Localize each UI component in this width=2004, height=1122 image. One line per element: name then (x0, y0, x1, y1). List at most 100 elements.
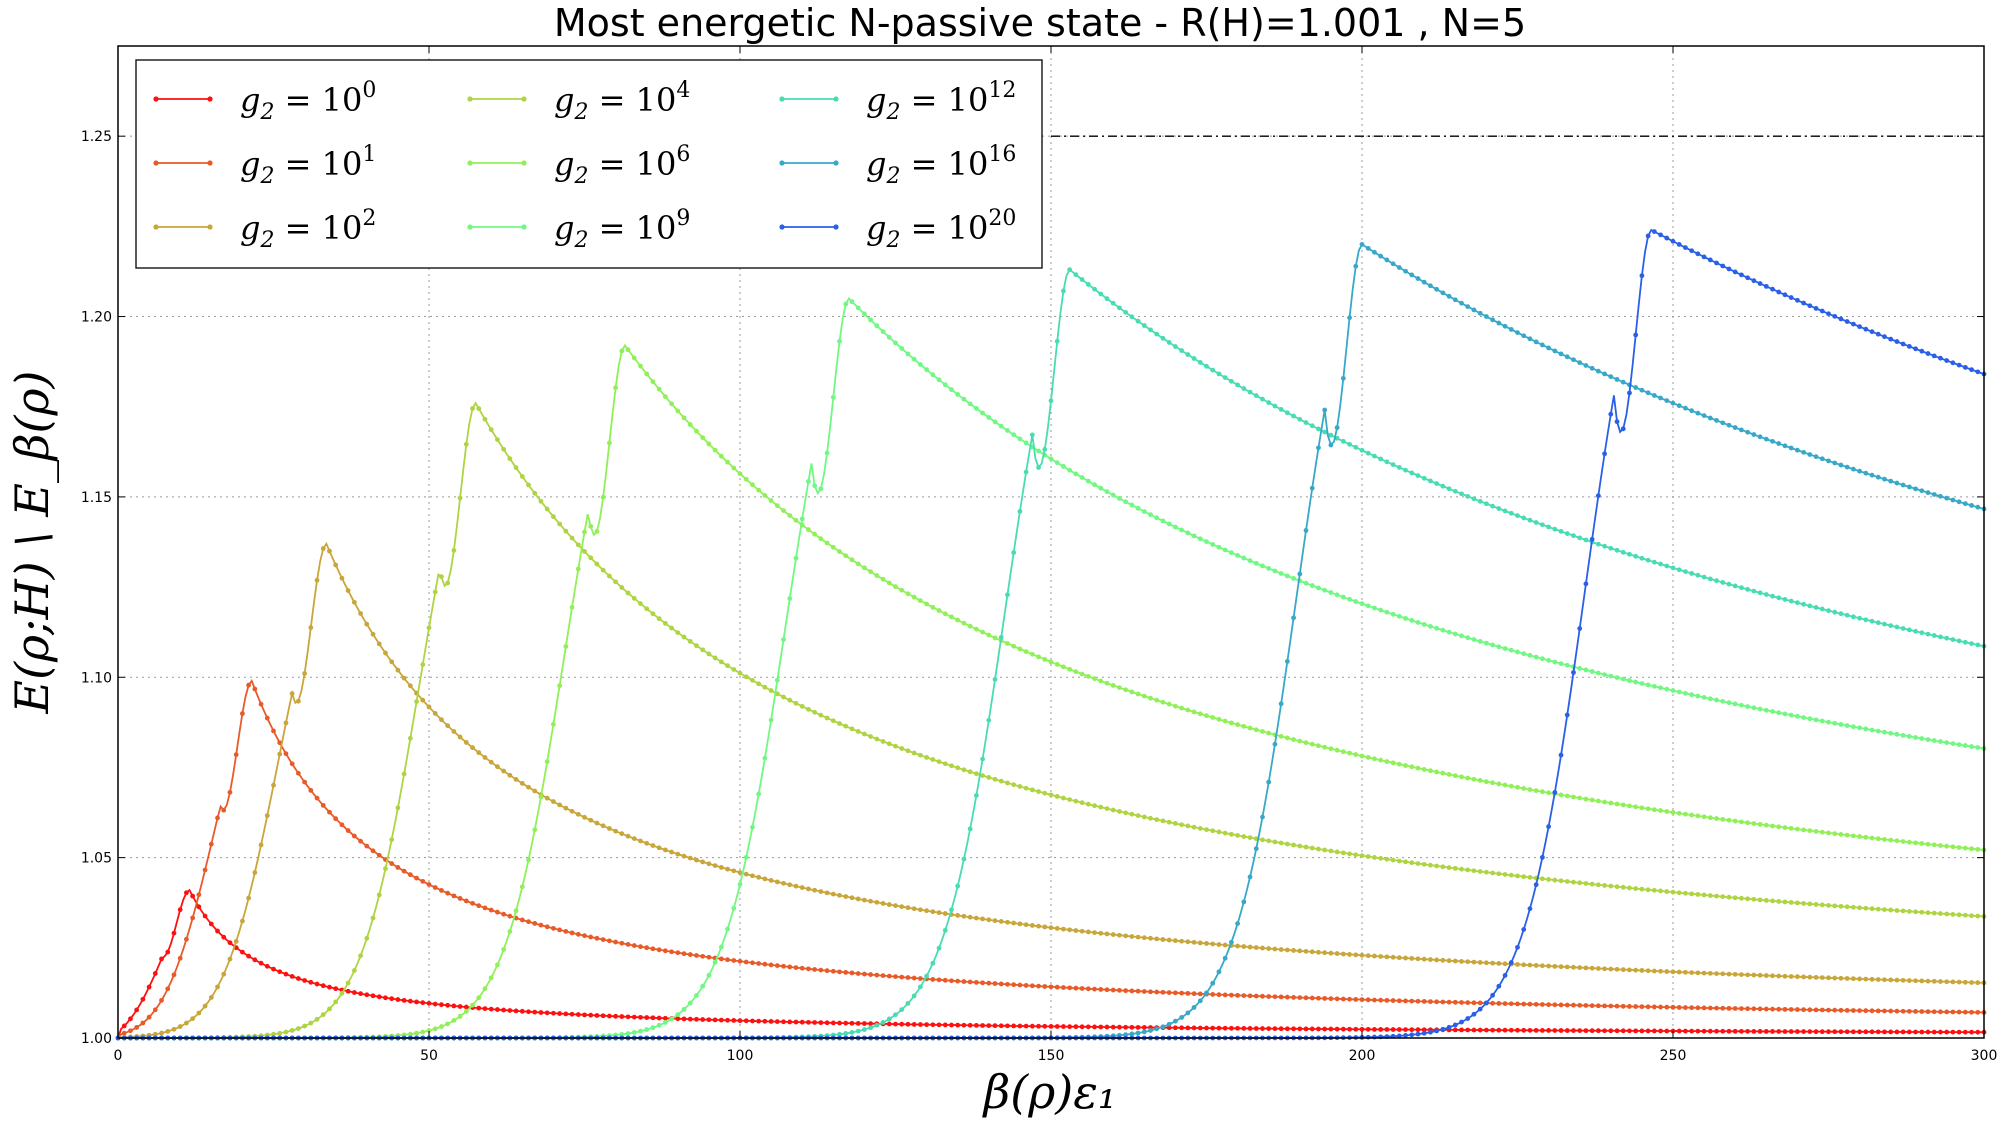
data-point (1913, 486, 1918, 492)
data-point (1365, 603, 1371, 609)
data-point (1048, 925, 1054, 931)
data-point (1956, 742, 1962, 747)
data-point (1471, 868, 1477, 874)
data-point (1452, 1022, 1458, 1028)
data-point (949, 614, 954, 620)
data-point (1739, 272, 1744, 278)
data-point (712, 1017, 718, 1023)
data-point (942, 911, 948, 916)
data-point (1763, 436, 1769, 442)
data-point (1745, 896, 1751, 902)
data-point (1409, 860, 1415, 866)
data-point (924, 908, 929, 914)
data-point (389, 996, 395, 1002)
data-point (1179, 527, 1185, 533)
y-tick-label: 1.00 (81, 1031, 112, 1047)
data-point (532, 1009, 538, 1015)
data-point (1378, 607, 1384, 613)
data-point (930, 757, 936, 762)
data-point (917, 984, 923, 990)
data-point (1639, 273, 1645, 279)
data-point (1378, 757, 1384, 763)
data-point (1502, 1001, 1508, 1006)
data-point (1440, 864, 1446, 870)
data-point (1434, 957, 1440, 963)
data-point (569, 808, 575, 814)
data-point (818, 889, 824, 894)
data-point (1539, 522, 1545, 528)
data-point (594, 561, 600, 567)
data-point (1757, 706, 1763, 712)
data-point (1384, 257, 1390, 263)
data-point (1844, 832, 1850, 838)
data-point (1564, 793, 1570, 799)
data-point (1085, 801, 1091, 807)
data-point (1645, 1004, 1651, 1010)
data-point (1875, 620, 1881, 626)
data-point (893, 903, 898, 909)
data-point (1944, 1009, 1950, 1015)
data-point (1620, 802, 1626, 808)
data-point (271, 782, 276, 788)
legend-item: g2 = 100 (153, 78, 376, 125)
data-point (1241, 944, 1247, 949)
data-point (1664, 1004, 1670, 1010)
data-point (1807, 716, 1813, 722)
data-point (1316, 743, 1321, 749)
data-point (1564, 354, 1570, 360)
data-point (395, 805, 401, 811)
data-point (1185, 1010, 1191, 1016)
data-point (1763, 707, 1769, 713)
data-point (1838, 611, 1844, 617)
data-point (420, 1000, 426, 1006)
data-point (526, 784, 531, 790)
data-point (1117, 1024, 1122, 1030)
data-point (1334, 951, 1340, 956)
data-point (625, 590, 631, 596)
data-point (1539, 1002, 1545, 1007)
data-point (1664, 889, 1670, 894)
data-point (1216, 829, 1222, 835)
data-point (1260, 1026, 1265, 1031)
data-point (1490, 960, 1496, 966)
data-point (1185, 707, 1191, 713)
data-point (134, 1007, 140, 1013)
data-point (1079, 928, 1085, 934)
data-point (457, 734, 463, 740)
data-point (1770, 709, 1775, 714)
data-point (240, 949, 245, 955)
data-point (575, 566, 581, 572)
data-point (1639, 681, 1645, 686)
data-point (650, 1025, 656, 1031)
data-point (1197, 991, 1203, 997)
data-point (980, 756, 985, 762)
data-point (1894, 731, 1900, 737)
data-point (1795, 600, 1800, 606)
data-point (1533, 963, 1539, 968)
data-point (917, 907, 923, 913)
data-point (1428, 999, 1433, 1005)
data-point (799, 703, 805, 709)
data-point (463, 898, 469, 904)
data-point (1888, 1029, 1894, 1035)
data-point (1627, 390, 1632, 396)
data-point (725, 866, 730, 872)
data-point (1944, 1029, 1950, 1035)
data-point (1365, 854, 1371, 859)
data-point (594, 1013, 600, 1018)
data-point (1919, 488, 1925, 494)
data-point (700, 647, 706, 653)
data-point (1135, 988, 1141, 994)
data-point (190, 915, 196, 921)
data-point (1104, 296, 1110, 302)
data-point (1104, 489, 1110, 495)
data-point (1440, 627, 1446, 633)
data-point (1577, 1002, 1583, 1008)
data-point (1826, 608, 1831, 614)
data-point (1390, 261, 1396, 267)
data-point (1141, 814, 1147, 820)
data-point (1627, 803, 1632, 809)
data-point (1378, 997, 1384, 1003)
data-point (588, 523, 594, 529)
data-point (1185, 1025, 1191, 1031)
